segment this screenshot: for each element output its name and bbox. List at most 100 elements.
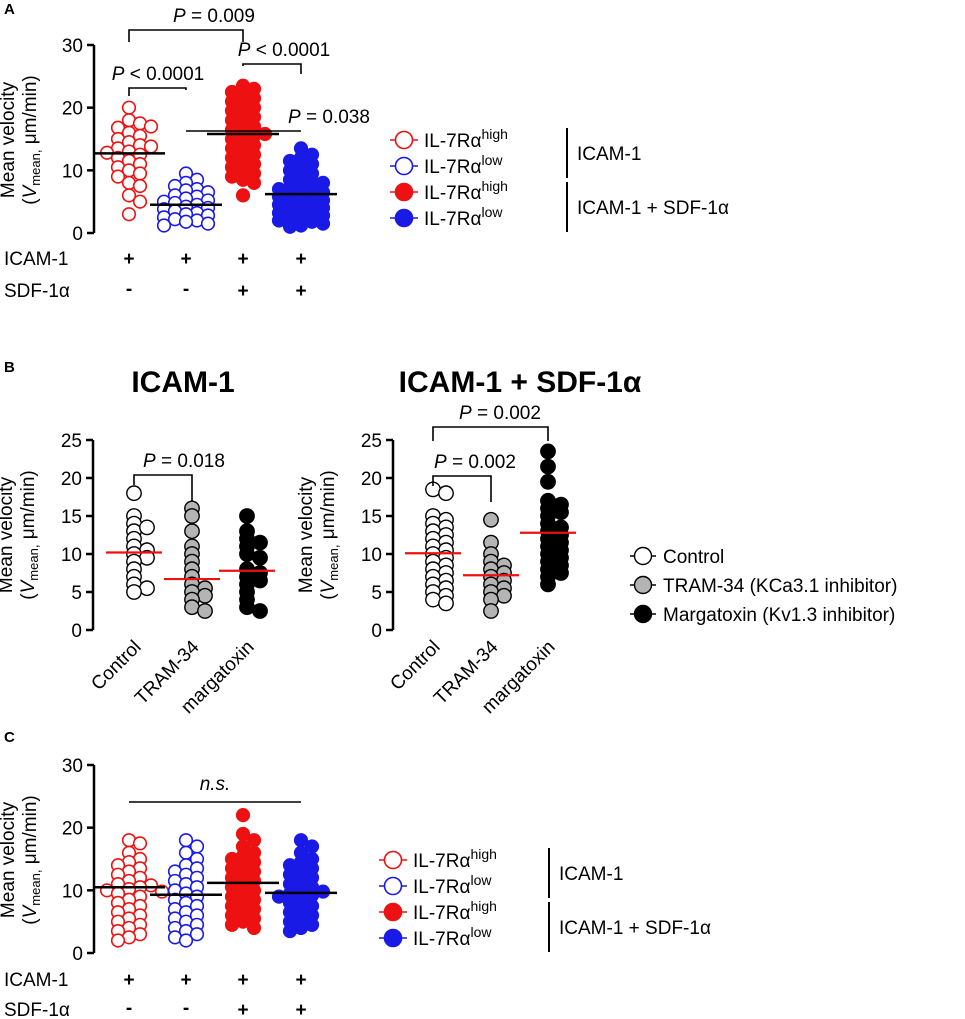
panel-a-point-g2-33 xyxy=(235,188,251,203)
panel-b2-ytick-label-10: 10 xyxy=(361,545,382,566)
panel-b1-ylabel: Mean velocity(Vmean, μm/min) xyxy=(0,470,41,599)
panel-b1-point-g1-14 xyxy=(197,603,213,619)
panel-b1-ytick-label-20: 20 xyxy=(61,469,82,490)
panel-b2-point-g2-21 xyxy=(553,565,569,581)
panel-a-bracket-label-2: P < 0.0001 xyxy=(238,40,330,61)
panel-c-legend-label-0-sup: high xyxy=(470,846,496,862)
panel-a-ylabel-part-3: μm/min) xyxy=(20,75,41,149)
panel-b1-point-g2-0 xyxy=(239,508,255,524)
panel-b1-point-g0-4 xyxy=(139,519,155,536)
panel-b1-point-g2-15 xyxy=(252,603,268,619)
panel-b2-xtick-label-0: Control xyxy=(386,637,444,695)
panel-b1-point-g1-2 xyxy=(184,523,200,540)
panel-a-point-g0-21 xyxy=(110,169,126,184)
panel-b1-ylabel-part-3: μm/min) xyxy=(18,470,39,544)
panel-c-ytick-label-10: 10 xyxy=(62,881,83,902)
panel-a-bracket-label-0: P = 0.009 xyxy=(173,6,255,27)
panel-c-legend-label-1: IL-7Rαlow xyxy=(413,872,492,898)
panel-letter-c: C xyxy=(4,729,15,746)
panel-b1-ylabel-line2: (Vmean, μm/min) xyxy=(18,470,41,599)
panel-b2-ylabel-line1: Mean velocity xyxy=(296,476,317,593)
panel-b2-title: ICAM-1 + SDF-1α xyxy=(399,366,642,399)
panel-a-bracket-label-3: P = 0.038 xyxy=(288,107,370,128)
panel-a-point-g0-24 xyxy=(121,188,137,203)
panel-a-ylabel-part-2: mean, xyxy=(28,150,43,186)
panel-b2-point-g2-2 xyxy=(540,473,556,490)
panel-c-legend-label-1-sup: low xyxy=(470,872,492,888)
panel-b2-point-g2-1 xyxy=(540,458,556,475)
panel-c-bracket-label-0: n.s. xyxy=(200,774,231,795)
panel-b2-ylabel: Mean velocity(Vmean, μm/min) xyxy=(296,470,341,599)
panel-b1-ytick-label-5: 5 xyxy=(71,583,82,604)
panel-b2-bracket-label-1: P = 0.002 xyxy=(434,452,516,473)
panel-c-legend-label-1-main: IL-7Rα xyxy=(413,877,470,898)
panel-a-bracket-label-2-value: < 0.0001 xyxy=(250,40,330,61)
panel-a-legend-label-2: IL-7Rαhigh xyxy=(424,178,508,204)
panel-b2-point-g0-1 xyxy=(438,485,454,502)
panel-b-legend-marker-2 xyxy=(633,604,653,624)
panel-b2-bracket-label-0-p: P xyxy=(459,403,472,424)
panel-c-legend-label-3: IL-7Rαlow xyxy=(413,924,492,950)
panel-c-legend-label-2-sup: high xyxy=(470,898,496,914)
panel-b1-ylabel-line1: Mean velocity xyxy=(0,476,17,593)
panel-b1-ytick-label-10: 10 xyxy=(61,545,82,566)
panel-a-bracket-2 xyxy=(242,63,302,74)
panel-a-bracket-label-1: P < 0.0001 xyxy=(112,64,204,85)
panel-b2-ylabel-line2: (Vmean, μm/min) xyxy=(318,470,341,599)
panel-b2-point-g2-6 xyxy=(553,504,569,521)
panel-b2-point-g2-23 xyxy=(540,576,556,593)
panel-b2-bracket-label-1-value: = 0.002 xyxy=(447,452,516,473)
panel-a-point-g1-24 xyxy=(178,214,194,229)
panel-a-ylabel: Mean velocity(Vmean, μm/min) xyxy=(0,75,43,204)
panel-a-point-g1-25 xyxy=(200,216,216,231)
panel-b1-point-g2-14 xyxy=(239,599,255,616)
panel-a-legend-label-1: IL-7Rαlow xyxy=(424,152,503,178)
panel-c-condition-1-1: - xyxy=(183,998,189,1019)
panel-b1-point-g2-10 xyxy=(252,572,268,589)
panel-c-legend-marker-3 xyxy=(383,928,403,948)
panel-c-ylabel-part-1: V xyxy=(20,903,41,918)
panel-c-condition-0-1: + xyxy=(180,970,191,991)
panel-b1-point-g2-6 xyxy=(252,549,268,566)
panel-b2-point-g0-24 xyxy=(425,591,441,608)
panel-b2-ylabel-part-1: V xyxy=(318,578,339,593)
panel-b2-ylabel-part-0: ( xyxy=(318,593,339,600)
panel-a-point-g3-34 xyxy=(271,213,287,228)
panel-c-condition-0-2: + xyxy=(237,970,248,991)
panel-c-condition-1-2: + xyxy=(237,1000,248,1019)
panel-a-point-g0-26 xyxy=(121,207,137,222)
panel-c-condition-0-label: ICAM-1 xyxy=(4,970,68,991)
panel-b1-bracket-label-0-p: P xyxy=(143,451,156,472)
panel-c-point-g3-28 xyxy=(282,923,298,939)
panel-a-point-g1-26 xyxy=(156,218,172,233)
panel-a-condition-0-3: + xyxy=(295,249,306,270)
panel-b2-ytick-label-15: 15 xyxy=(361,507,382,528)
panel-b1-bracket-0 xyxy=(133,474,193,501)
panel-b1-ylabel-part-2: mean, xyxy=(26,545,41,581)
panel-c-ylabel-line1: Mean velocity xyxy=(0,801,19,918)
panel-c-legend-label-0: IL-7Rαhigh xyxy=(413,846,497,872)
panel-b1-point-g0-0 xyxy=(126,485,142,502)
panel-a-legend-group-0: ICAM-1 xyxy=(577,144,641,165)
panel-c-point-g2-0 xyxy=(235,808,251,823)
panel-a-point-g0-20 xyxy=(132,166,148,181)
panel-c-condition-0-0: + xyxy=(123,970,134,991)
panel-b2-bracket-1 xyxy=(432,475,492,502)
panel-b1-title: ICAM-1 xyxy=(131,366,234,399)
panel-c-legend-label-3-main: IL-7Rα xyxy=(413,929,470,950)
panel-c-condition-1-label: SDF-1α xyxy=(4,1000,70,1019)
panel-a-legend-marker-1 xyxy=(394,156,414,176)
panel-a-point-g0-4 xyxy=(143,119,159,134)
panel-a-legend-label-2-sup: high xyxy=(481,178,507,194)
panel-a-legend-marker-0 xyxy=(394,130,414,150)
panel-a-ytick-label-0: 0 xyxy=(72,224,83,245)
panel-c-legend-label-3-sup: low xyxy=(470,924,492,940)
panel-b1-point-g0-15 xyxy=(126,584,142,600)
panel-a-condition-1-2: + xyxy=(237,281,248,302)
panel-a-ylabel-line1: Mean velocity xyxy=(0,81,19,198)
panel-b1-ytick-label-0: 0 xyxy=(71,621,82,642)
panel-a-ylabel-part-0: ( xyxy=(20,198,41,205)
panel-a-legend-label-0: IL-7Rαhigh xyxy=(424,126,508,152)
panel-c-ytick-label-20: 20 xyxy=(62,819,83,840)
panel-c-ylabel-part-0: ( xyxy=(20,918,41,925)
